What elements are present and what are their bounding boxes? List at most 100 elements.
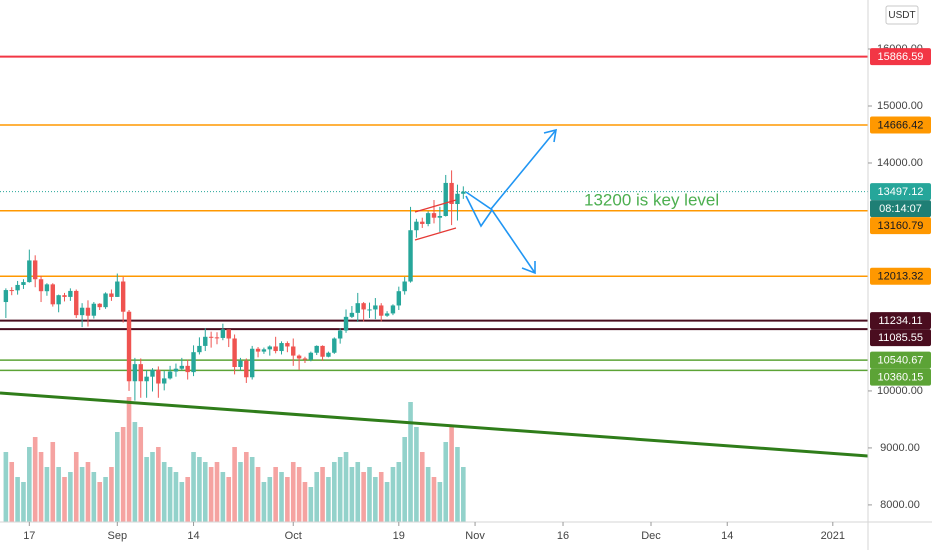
candle-body — [302, 358, 308, 360]
volume-bar — [419, 452, 425, 522]
volume-bar — [461, 467, 466, 522]
volume-bar — [390, 467, 396, 522]
y-tick-label: 14000.00 — [877, 157, 923, 169]
volume-bar — [279, 472, 284, 522]
current-price-label: 13497.12 — [878, 186, 924, 198]
x-tick-label: 16 — [557, 530, 569, 542]
x-tick-label: Dec — [641, 530, 661, 542]
candle-body — [285, 343, 290, 347]
candle-body — [208, 336, 214, 338]
volume-bar — [109, 467, 114, 522]
candle-body — [437, 215, 443, 218]
time-axis — [0, 522, 932, 550]
candle-body — [173, 368, 179, 372]
candle-body — [367, 309, 372, 311]
candle-body — [91, 303, 97, 316]
candle-body — [361, 303, 366, 310]
candle-body — [238, 360, 243, 367]
level-label: 14666.42 — [878, 119, 924, 131]
axis-layer: 8000.00 9000.00 10000.00 14000.00 15000.00 16… — [23, 43, 931, 542]
volume-bar — [27, 447, 32, 522]
level-label: 12013.32 — [878, 271, 924, 283]
volume-bar — [21, 482, 26, 522]
candle-body — [62, 295, 67, 297]
volume-bar — [44, 467, 50, 522]
candle-body — [455, 193, 460, 205]
volume-bar — [161, 462, 167, 522]
volume-bar — [97, 482, 103, 522]
candle-body — [150, 369, 155, 377]
candle-body — [109, 293, 114, 297]
volume-bar — [202, 462, 208, 522]
candle-body — [373, 305, 378, 310]
candle-body — [402, 281, 407, 292]
volume-bar — [191, 452, 196, 522]
candle-body — [103, 293, 108, 308]
candle-body — [261, 349, 267, 352]
volume-bar — [302, 482, 308, 522]
volume-bar — [38, 452, 44, 522]
candle-body — [273, 346, 278, 352]
candle-body — [197, 345, 202, 353]
volume-bar — [220, 472, 226, 522]
scenario-arrow — [465, 129, 557, 211]
volume-bar — [185, 477, 190, 522]
volume-bar — [56, 467, 61, 522]
volume-bar — [378, 472, 384, 522]
candle-body — [156, 369, 161, 384]
level-layer — [0, 55, 868, 372]
currency: USDT — [888, 10, 915, 21]
candle-body — [38, 279, 44, 292]
candle-layer — [3, 170, 466, 401]
candle-body — [126, 311, 132, 382]
drawings: 13200 is key level — [0, 128, 869, 458]
volume-bar — [173, 472, 179, 522]
candle-body — [414, 221, 419, 231]
volume-bar — [308, 487, 314, 522]
candle-body — [296, 355, 302, 359]
volume-bar — [343, 452, 349, 522]
level-label: 11085.55 — [878, 332, 923, 344]
level-label: 10540.67 — [878, 355, 924, 367]
x-tick-label: 2021 — [821, 530, 845, 542]
candle-body — [214, 337, 220, 339]
volume-bar — [3, 452, 9, 522]
volume-bar — [232, 447, 237, 522]
scenario-arrow — [465, 195, 536, 274]
candle-body — [449, 182, 454, 205]
volume-bar — [179, 482, 185, 522]
volume-bar — [68, 472, 73, 522]
x-tick-label: 17 — [23, 530, 35, 542]
candle-body — [203, 336, 208, 346]
candle-body — [21, 282, 26, 285]
candle-body — [343, 316, 349, 331]
volume-bar — [85, 462, 91, 522]
volume-bar — [384, 482, 390, 522]
candle-body — [115, 281, 120, 297]
candle-body — [138, 364, 143, 382]
candle-body — [15, 284, 20, 291]
volume-bar — [32, 437, 38, 522]
x-tick-label: Sep — [108, 530, 128, 542]
level-label-box — [870, 368, 931, 386]
volume-bar — [132, 422, 138, 522]
volume-bar — [314, 472, 320, 522]
candle-body — [79, 307, 85, 316]
volume-bar — [255, 467, 261, 522]
x-tick-label: 14 — [721, 530, 733, 542]
candle-body — [56, 295, 61, 305]
volume-bar — [73, 452, 79, 522]
candle-body — [191, 352, 196, 373]
volume-bar — [144, 457, 149, 522]
volume-bar — [9, 462, 15, 522]
level-label-box — [870, 351, 931, 369]
candle-body — [244, 360, 249, 378]
level-label-box — [870, 267, 931, 285]
candle-body — [179, 365, 185, 369]
volume-layer — [3, 397, 466, 522]
level-label-box — [870, 48, 931, 66]
volume-bar — [290, 462, 296, 522]
level-label-box — [870, 312, 931, 330]
level-label-box — [870, 217, 931, 235]
candle-body — [420, 221, 425, 224]
